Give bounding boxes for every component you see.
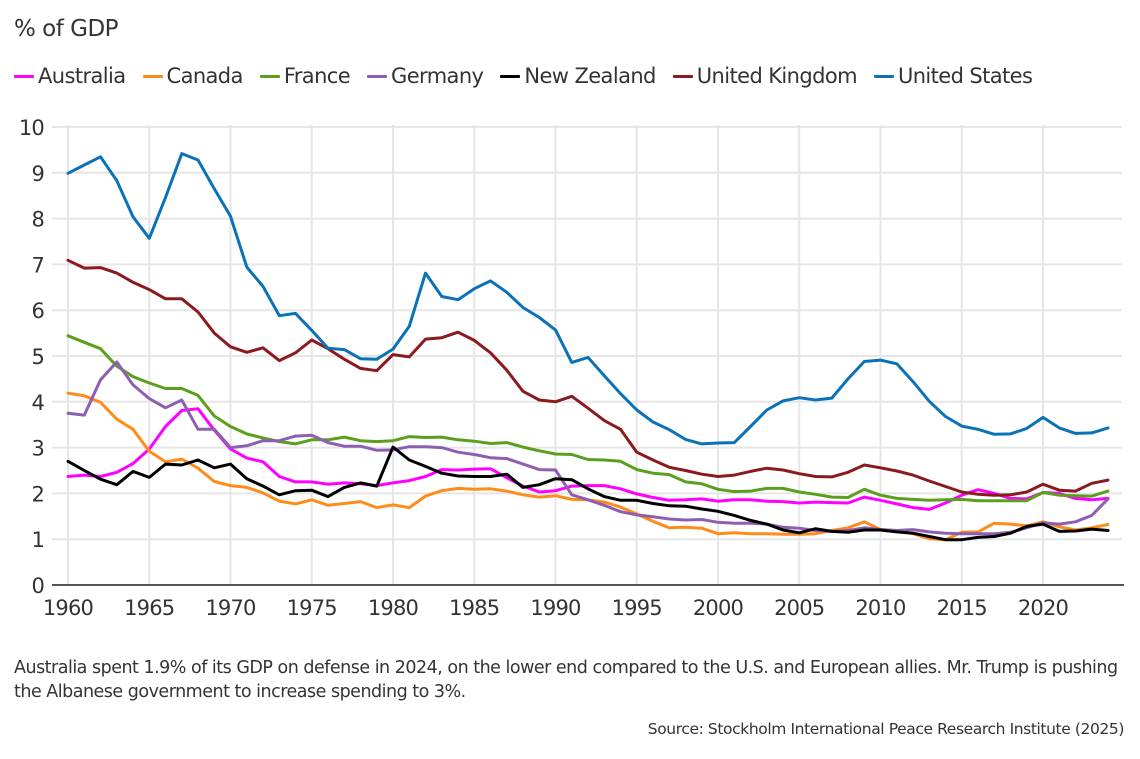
x-tick-label: 2005: [774, 596, 824, 620]
legend-swatch: [500, 74, 521, 78]
x-tick-label: 1965: [124, 596, 174, 620]
x-tick-label: 1990: [530, 596, 580, 620]
y-tick-label: 8: [31, 208, 44, 232]
legend-item-united-states: United States: [873, 64, 1033, 88]
series-lines: [66, 152, 1110, 542]
y-tick-label: 10: [19, 116, 44, 140]
x-tick-label: 2000: [693, 596, 743, 620]
x-tick-label: 1995: [612, 596, 662, 620]
legend-item-germany: Germany: [367, 64, 484, 88]
legend-swatch: [672, 74, 693, 78]
x-tick-label: 1975: [287, 596, 337, 620]
x-tick-label: 1960: [43, 596, 93, 620]
x-tick-label: 2015: [937, 596, 987, 620]
line-chart: 0 1 2 3 4 5 6 7 8 9 10 1960 1965 1970 1975 1980 1985 199…: [19, 116, 1124, 620]
x-tick-label: 1985: [449, 596, 499, 620]
y-tick-label: 1: [31, 528, 44, 552]
y-tick-label: 0: [31, 574, 44, 598]
x-tick-label: 1980: [368, 596, 418, 620]
y-axis-unit-label: % of GDP: [14, 16, 119, 42]
legend-label: Canada: [166, 64, 244, 88]
legend-label: Germany: [391, 64, 484, 88]
y-tick-label: 9: [31, 162, 44, 186]
series-line-australia: [66, 407, 1110, 511]
legend-item-new-zealand: New Zealand: [500, 64, 656, 88]
legend-label: New Zealand: [524, 64, 656, 88]
source-note: Source: Stockholm International Peace Re…: [647, 720, 1125, 738]
y-tick-label: 3: [31, 437, 44, 461]
series-line-united-kingdom: [66, 258, 1110, 497]
legend-item-france: France: [259, 64, 351, 88]
series-line-france: [66, 334, 1110, 503]
legend-label: United Kingdom: [696, 64, 858, 88]
legend-swatch: [367, 74, 388, 78]
series-line-germany: [66, 360, 1110, 536]
legend-item-canada: Canada: [142, 64, 244, 88]
legend-label: France: [283, 64, 351, 88]
legend-swatch: [873, 74, 894, 78]
y-tick-label: 4: [31, 391, 44, 415]
legend-swatch: [142, 74, 163, 78]
legend-swatch: [14, 74, 34, 78]
y-tick-label: 6: [31, 299, 44, 323]
legend-item-united-kingdom: United Kingdom: [672, 64, 858, 88]
series-line-new-zealand: [66, 445, 1110, 542]
legend-item-australia: Australia: [14, 64, 126, 88]
chart-caption: Australia spent 1.9% of its GDP on defen…: [14, 658, 1118, 702]
y-tick-label: 7: [31, 253, 44, 277]
chart-legend: Australia Canada France Germany New Zealand U…: [14, 64, 1049, 88]
legend-label: United States: [897, 64, 1033, 88]
gridlines: [52, 125, 1122, 585]
x-axis-ticks: 1960 1965 1970 1975 1980 1985 1990 1995 2000 2005…: [43, 596, 1069, 620]
y-tick-label: 2: [31, 482, 44, 506]
y-axis-ticks: 0 1 2 3 4 5 6 7 8 9 10: [19, 116, 45, 598]
x-tick-label: 2020: [1018, 596, 1068, 620]
y-tick-label: 5: [31, 345, 44, 369]
x-tick-label: 2010: [855, 596, 905, 620]
legend-swatch: [259, 74, 280, 78]
series-line-united-states: [66, 152, 1110, 446]
x-tick-label: 1970: [205, 596, 255, 620]
legend-label: Australia: [38, 64, 126, 88]
